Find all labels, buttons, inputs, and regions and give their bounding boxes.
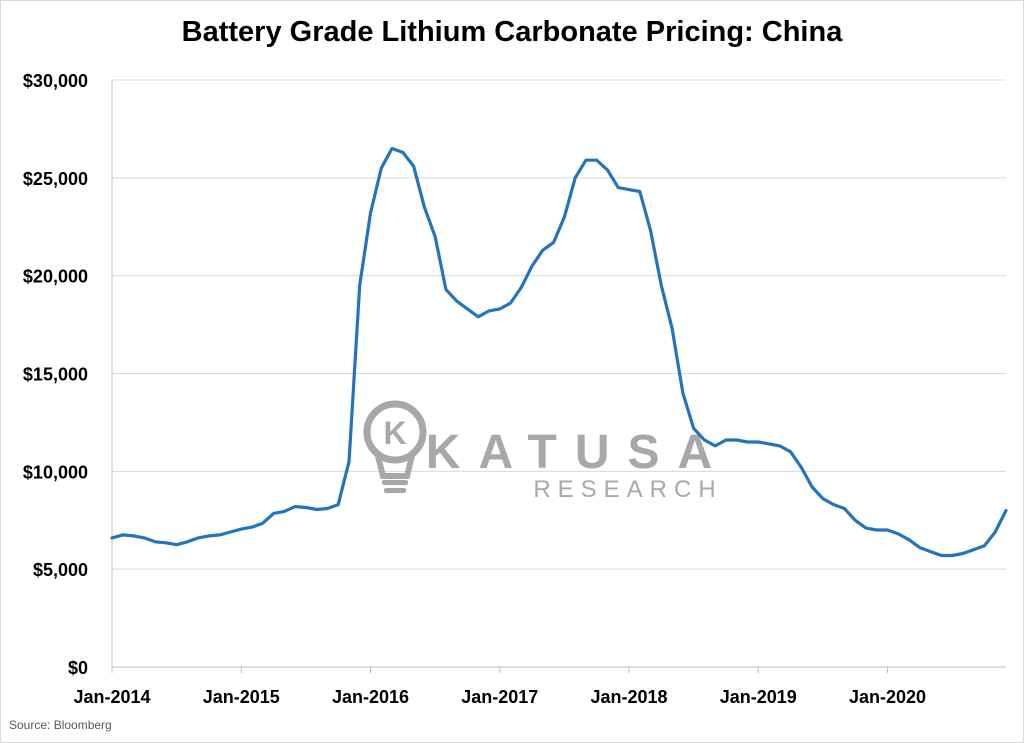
x-tick-label: Jan-2019 [720, 687, 797, 707]
y-tick-label: $0 [68, 658, 88, 678]
y-tick-label: $10,000 [23, 462, 88, 482]
gridlines [112, 79, 1006, 570]
x-tick-label: Jan-2016 [332, 687, 409, 707]
watermark-monogram: K [383, 415, 406, 451]
watermark-subtitle: RESEARCH [533, 476, 722, 503]
y-tick-label: $30,000 [23, 71, 88, 91]
source-note: Source: Bloomberg [9, 718, 112, 732]
series-line [110, 146, 1008, 558]
x-tick-label: Jan-2018 [590, 687, 667, 707]
y-tick-label: $25,000 [23, 169, 88, 189]
katusa-watermark: K KATUSA RESEARCH [363, 400, 730, 503]
axes: $0 $5,000 $10,000 $15,000 $20,000 $25,000 $30,… [23, 71, 1006, 707]
x-tick-label: Jan-2014 [73, 687, 150, 707]
y-tick-label: $15,000 [23, 365, 88, 385]
watermark-brand: KATUSA [426, 426, 730, 479]
y-tick-label: $5,000 [33, 560, 88, 580]
plot-area [110, 146, 1008, 558]
x-tick-label: Jan-2017 [461, 687, 538, 707]
x-tick-label: Jan-2020 [849, 687, 926, 707]
chart-title: Battery Grade Lithium Carbonate Pricing:… [181, 16, 843, 48]
x-tick-label: Jan-2015 [203, 687, 280, 707]
y-tick-label: $20,000 [23, 267, 88, 287]
lightbulb-logo-icon: K [363, 400, 427, 493]
